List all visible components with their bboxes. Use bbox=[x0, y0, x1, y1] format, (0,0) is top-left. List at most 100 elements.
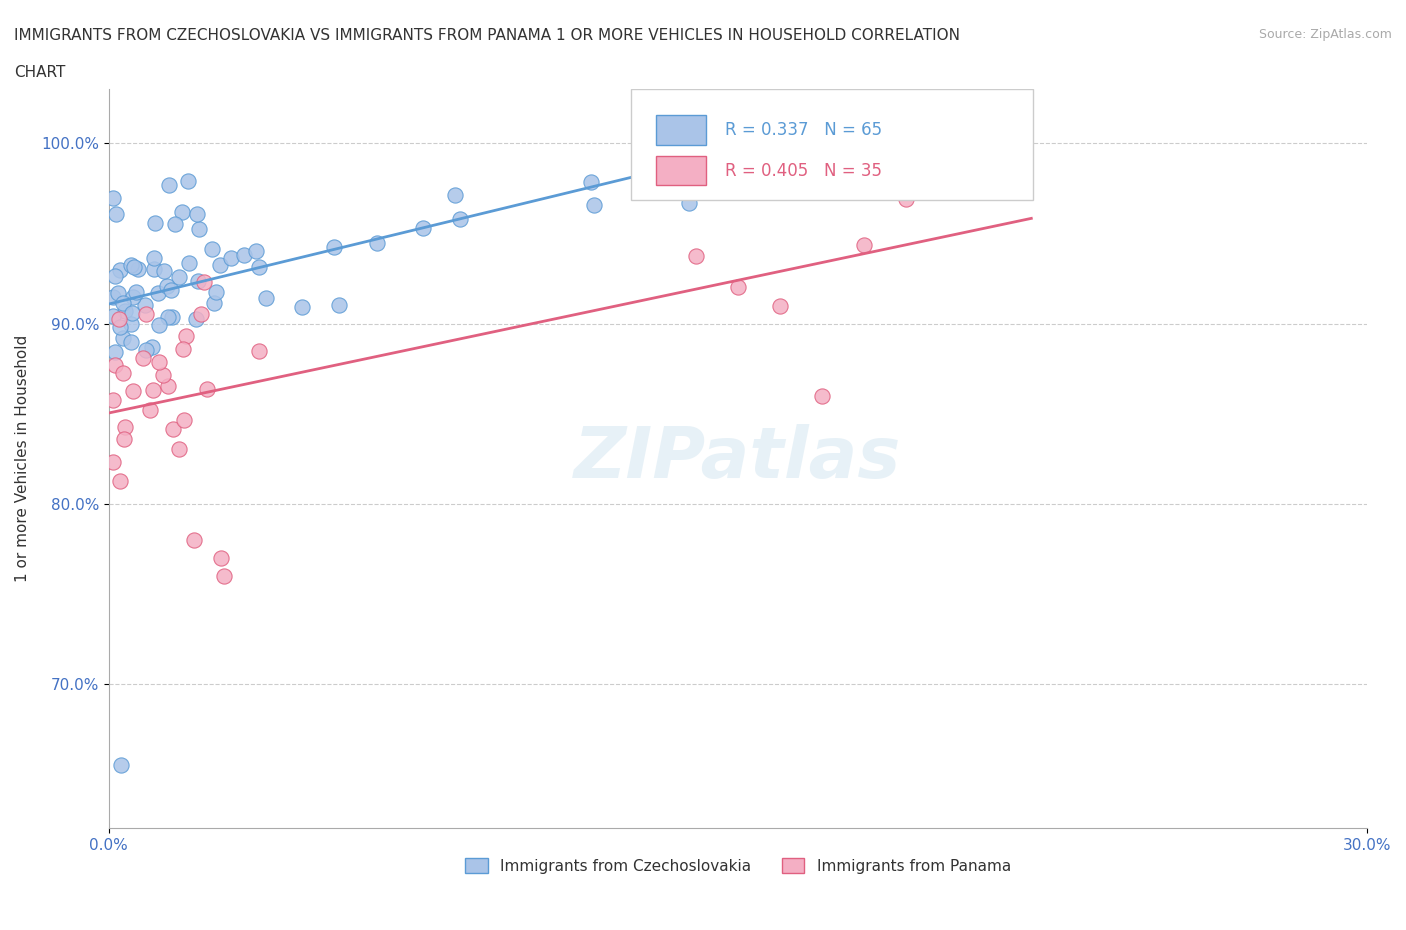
Point bbox=[627, 141, 650, 156]
Point bbox=[125, 285, 148, 299]
Point bbox=[108, 474, 131, 489]
Point bbox=[157, 379, 180, 393]
Point bbox=[101, 190, 124, 205]
Point bbox=[449, 212, 471, 227]
Point bbox=[142, 383, 165, 398]
Point bbox=[101, 289, 124, 304]
Point bbox=[160, 310, 183, 325]
Point bbox=[187, 273, 209, 288]
Text: R = 0.337   N = 65: R = 0.337 N = 65 bbox=[725, 121, 883, 139]
Point bbox=[148, 354, 170, 369]
Point bbox=[156, 279, 179, 294]
Point bbox=[193, 274, 215, 289]
Point bbox=[169, 270, 191, 285]
Point bbox=[157, 310, 180, 325]
Point bbox=[810, 388, 832, 403]
Point bbox=[208, 258, 231, 272]
Text: Source: ZipAtlas.com: Source: ZipAtlas.com bbox=[1258, 28, 1392, 41]
Point bbox=[205, 285, 228, 299]
Point bbox=[187, 221, 209, 236]
Point bbox=[727, 280, 749, 295]
Point bbox=[122, 289, 145, 304]
Text: R = 0.405   N = 35: R = 0.405 N = 35 bbox=[725, 162, 882, 179]
Point bbox=[174, 328, 197, 343]
Point bbox=[176, 174, 198, 189]
Point bbox=[366, 235, 388, 250]
Point bbox=[111, 330, 134, 345]
Point bbox=[107, 286, 129, 301]
Point bbox=[159, 283, 181, 298]
Point bbox=[101, 308, 124, 323]
Point bbox=[291, 300, 314, 315]
Point bbox=[173, 413, 195, 428]
Point bbox=[195, 382, 218, 397]
Point bbox=[112, 432, 135, 446]
Point bbox=[247, 259, 270, 274]
Legend: Immigrants from Czechoslovakia, Immigrants from Panama: Immigrants from Czechoslovakia, Immigran… bbox=[458, 851, 1017, 880]
Point bbox=[152, 264, 174, 279]
Point bbox=[328, 298, 350, 312]
Point bbox=[101, 393, 124, 408]
FancyBboxPatch shape bbox=[657, 156, 706, 185]
Point bbox=[120, 334, 142, 349]
Point bbox=[582, 197, 605, 212]
Point bbox=[163, 217, 186, 232]
Point bbox=[245, 244, 267, 259]
Point bbox=[172, 341, 194, 356]
Point bbox=[143, 250, 166, 265]
Point bbox=[190, 307, 212, 322]
Point bbox=[219, 251, 242, 266]
Point bbox=[143, 261, 166, 276]
Text: ZIPatlas: ZIPatlas bbox=[574, 424, 901, 493]
Point bbox=[121, 384, 143, 399]
Point bbox=[247, 343, 270, 358]
Point bbox=[936, 136, 959, 151]
Point bbox=[104, 345, 127, 360]
Point bbox=[148, 318, 170, 333]
Point bbox=[143, 216, 166, 231]
Point bbox=[110, 263, 132, 278]
Point bbox=[157, 177, 180, 192]
Point bbox=[183, 532, 205, 547]
Text: IMMIGRANTS FROM CZECHOSLOVAKIA VS IMMIGRANTS FROM PANAMA 1 OR MORE VEHICLES IN H: IMMIGRANTS FROM CZECHOSLOVAKIA VS IMMIGR… bbox=[14, 28, 960, 43]
Point bbox=[134, 298, 156, 312]
Y-axis label: 1 or more Vehicles in Household: 1 or more Vehicles in Household bbox=[15, 335, 30, 582]
Point bbox=[685, 248, 707, 263]
Point bbox=[184, 312, 207, 326]
Point bbox=[111, 295, 134, 310]
Point bbox=[146, 286, 169, 300]
Point bbox=[412, 220, 434, 235]
Point bbox=[852, 237, 875, 252]
Point bbox=[323, 239, 346, 254]
Point bbox=[121, 306, 143, 321]
Point bbox=[201, 242, 224, 257]
Point bbox=[444, 187, 467, 202]
Point bbox=[111, 365, 134, 380]
Point bbox=[105, 206, 128, 221]
FancyBboxPatch shape bbox=[631, 89, 1033, 200]
Point bbox=[209, 551, 232, 565]
Point bbox=[152, 368, 174, 383]
Point bbox=[254, 291, 277, 306]
Point bbox=[104, 358, 127, 373]
Point bbox=[652, 160, 675, 175]
Point bbox=[135, 307, 157, 322]
Point bbox=[167, 441, 190, 456]
Point bbox=[101, 455, 124, 470]
Point bbox=[108, 319, 131, 334]
Point bbox=[114, 304, 136, 319]
Point bbox=[122, 259, 145, 274]
Point bbox=[678, 195, 700, 210]
Point bbox=[139, 403, 162, 418]
Point bbox=[110, 758, 132, 773]
Point bbox=[769, 299, 792, 313]
Point bbox=[162, 422, 184, 437]
Point bbox=[104, 269, 127, 284]
Point bbox=[120, 317, 142, 332]
Point bbox=[141, 339, 163, 354]
Point bbox=[134, 343, 156, 358]
Point bbox=[107, 312, 129, 326]
Point bbox=[132, 351, 155, 365]
Point bbox=[127, 261, 149, 276]
Point bbox=[202, 296, 225, 311]
